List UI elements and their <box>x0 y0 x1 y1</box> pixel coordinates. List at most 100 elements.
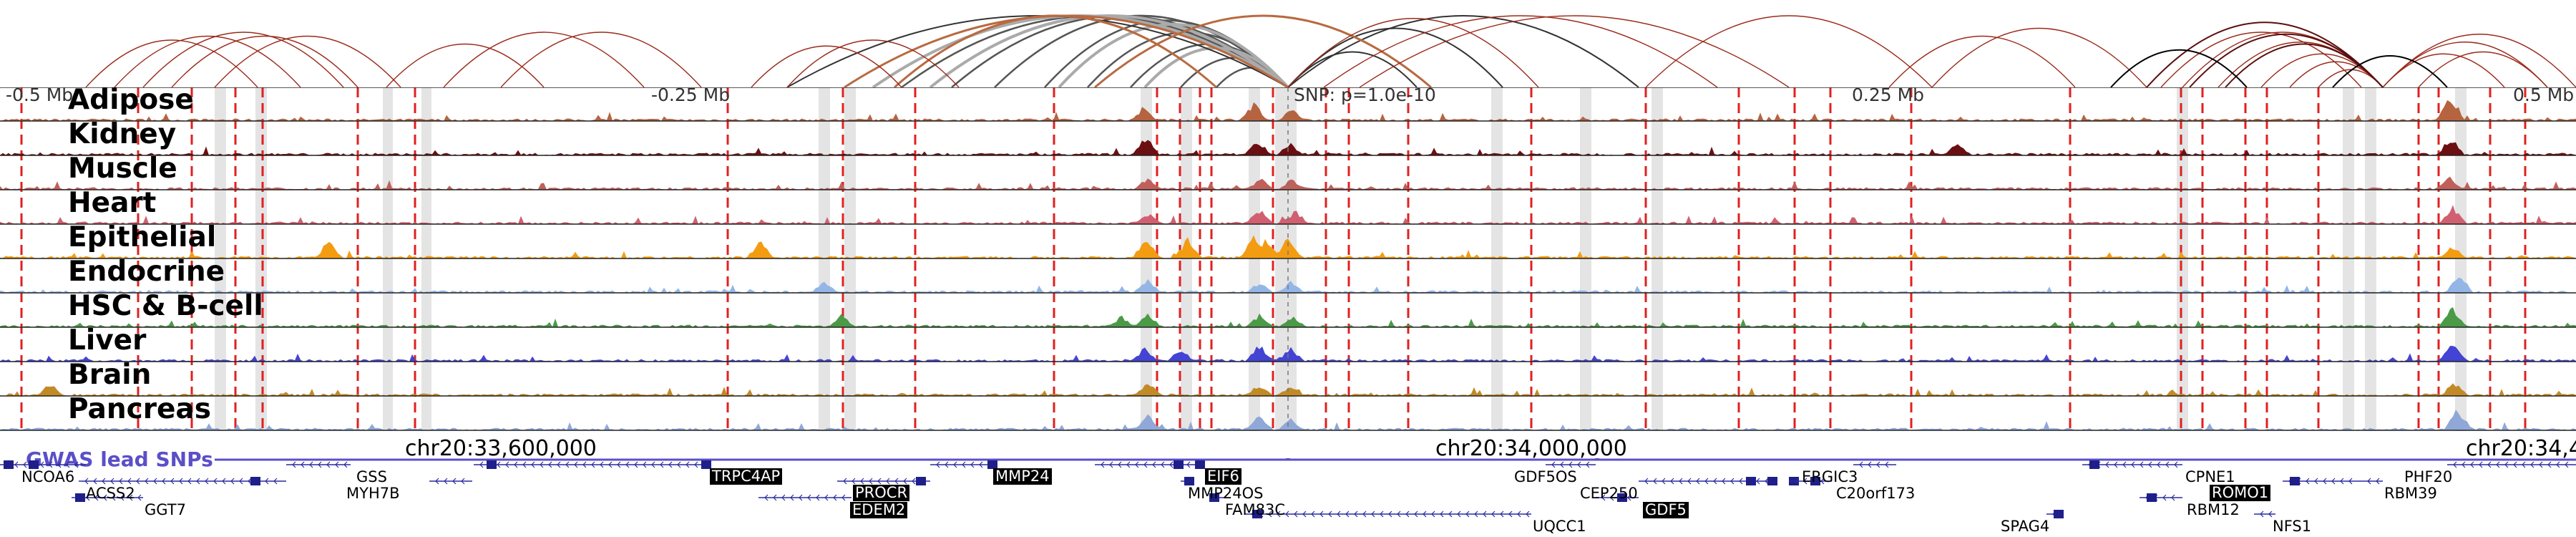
gene-model <box>2082 460 2182 469</box>
chromatin-loop-arc <box>2146 21 2384 87</box>
track-label-kidney: Kidney <box>68 118 177 150</box>
gene-label[interactable]: MMP24 <box>993 468 1052 485</box>
highlight-region <box>215 87 226 431</box>
chromatin-loop-arc <box>443 32 645 87</box>
gene-label[interactable]: EIF6 <box>1205 468 1241 485</box>
gene-label[interactable]: FAM83C <box>1225 501 1286 518</box>
chromatin-loop-arc <box>2382 42 2548 87</box>
gene-model <box>2254 511 2275 518</box>
gene-model <box>1209 493 1225 502</box>
gene-model <box>429 478 472 485</box>
gene-label[interactable]: GSS <box>356 468 387 485</box>
gene-model <box>1639 477 1799 485</box>
chromatin-loop-arc <box>751 45 902 87</box>
gene-label[interactable]: MMP24OS <box>1188 485 1264 502</box>
chromatin-loop-arc <box>1287 15 1639 87</box>
gene-model <box>1245 510 1531 518</box>
ruler-tick-label: -0.5 Mb <box>6 84 74 105</box>
chromatin-loop-arc <box>786 39 960 87</box>
track-label-endocrine: Endocrine <box>68 256 225 288</box>
gene-model <box>0 460 86 469</box>
snp-pvalue-label: SNP: p=1.0e-10 <box>1294 84 1436 105</box>
gene-label[interactable]: TRPC4AP <box>710 468 783 485</box>
highlight-region <box>421 87 431 431</box>
chromatin-loop-arc <box>1931 27 2147 87</box>
gene-label[interactable]: PHF20 <box>2404 468 2453 485</box>
gene-model <box>72 493 143 502</box>
gene-label[interactable]: PROCR <box>853 485 910 501</box>
chromatin-loop-arc <box>1359 15 1790 87</box>
gene-label[interactable]: ACSS2 <box>86 485 135 502</box>
gene-label[interactable]: C20orf173 <box>1836 485 1916 502</box>
highlight-region <box>1285 87 1297 431</box>
track-label-adipose: Adipose <box>68 84 194 116</box>
highlight-region <box>2455 87 2467 431</box>
gwas-snp-marker <box>1595 458 1599 460</box>
highlight-region <box>1580 87 1591 431</box>
gene-label[interactable]: NFS1 <box>2273 518 2312 535</box>
chromatin-loop-arc <box>142 32 344 87</box>
gene-label[interactable]: MYH7B <box>346 485 400 502</box>
chromatin-loop-arc <box>85 39 258 87</box>
ruler-tick-label: -0.25 Mb <box>651 84 731 105</box>
gene-model <box>758 494 852 501</box>
coordinate-label: chr20:33,600,000 <box>405 436 597 461</box>
chromatin-loop-arc <box>2110 49 2248 87</box>
gene-model <box>79 477 286 485</box>
chromatin-loop-arc <box>1058 23 1289 87</box>
gene-label[interactable]: ROMO1 <box>2210 485 2271 501</box>
gene-model <box>2361 478 2383 485</box>
gwas-lead-snps-label: GWAS lead SNPs <box>26 448 213 471</box>
gwas-snp-marker <box>1286 458 1290 460</box>
gene-model <box>1853 461 1896 468</box>
gene-model <box>1596 493 1639 502</box>
gene-label[interactable]: ERGIC3 <box>1802 468 1858 485</box>
gene-model <box>930 460 997 469</box>
highlight-region <box>255 87 267 431</box>
gene-model <box>474 460 711 469</box>
highlight-region <box>2343 87 2354 431</box>
highlight-region <box>1275 87 1287 431</box>
gene-label[interactable]: GGT7 <box>145 501 186 518</box>
track-label-liver: Liver <box>68 324 147 357</box>
gene-label[interactable]: CEP250 <box>1580 485 1638 502</box>
track-label-pancreas: Pancreas <box>68 393 211 425</box>
ruler-tick-label: 0.5 Mb <box>2513 84 2575 105</box>
highlight-region <box>1652 87 1663 431</box>
gene-label[interactable]: GDF5 <box>1643 502 1689 518</box>
gene-label[interactable]: CPNE1 <box>2185 468 2235 485</box>
gene-label[interactable]: RBM39 <box>2384 485 2437 502</box>
gene-label[interactable]: UQCC1 <box>1533 518 1586 535</box>
gene-model <box>1789 477 1832 485</box>
chromatin-loop-arc <box>872 14 1289 87</box>
chromatin-loop-arc <box>500 32 702 87</box>
chromatin-loop-arcs <box>85 14 2576 87</box>
chromatin-loop-arc <box>114 35 301 87</box>
track-label-muscle: Muscle <box>68 153 177 185</box>
chromatin-loop-arc <box>2382 34 2576 87</box>
track-label-hsc-b-cell: HSC & B-cell <box>68 290 263 322</box>
gene-model <box>286 461 351 468</box>
gene-label[interactable]: NCOA6 <box>21 468 75 485</box>
gene-label[interactable]: RBM12 <box>2187 501 2240 518</box>
highlight-region <box>1181 87 1192 431</box>
signal-track <box>0 235 2576 259</box>
chromatin-loop-arc <box>1143 47 1289 87</box>
chromatin-loop-arc <box>214 35 401 87</box>
chromatin-loop-arc <box>1888 35 2076 87</box>
chromatin-loop-arc <box>1287 27 1503 87</box>
gene-models <box>0 458 2576 518</box>
gene-model <box>1546 461 1596 468</box>
coordinate-label: chr20:34,4 <box>2466 436 2576 461</box>
chromatin-loop-arc <box>2318 69 2384 87</box>
gene-model <box>1181 477 1194 485</box>
chromatin-loop-arc <box>1645 15 1933 87</box>
highlight-region <box>1491 87 1503 431</box>
gene-label[interactable]: SPAG4 <box>2001 518 2050 535</box>
chromatin-loop-arc <box>386 43 545 87</box>
highlight-region <box>819 87 830 431</box>
track-label-heart: Heart <box>68 187 157 219</box>
gene-label[interactable]: GDF5OS <box>1514 468 1577 485</box>
gene-label[interactable]: EDEM2 <box>850 502 908 518</box>
highlight-region <box>383 87 393 431</box>
